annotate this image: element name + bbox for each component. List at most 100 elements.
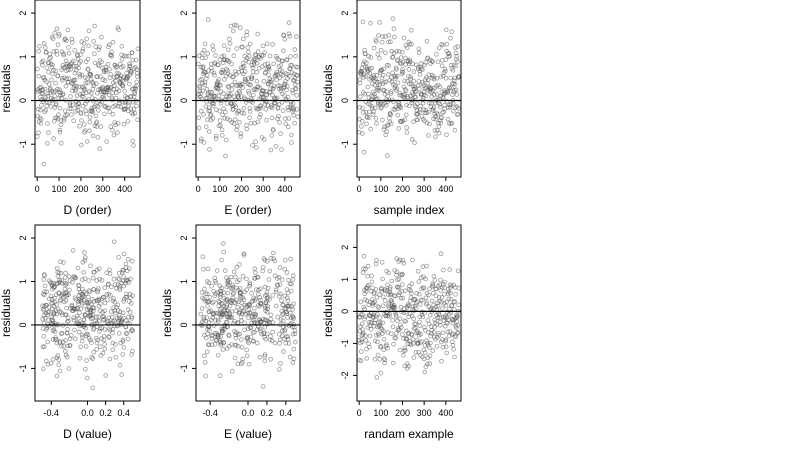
scatter-point bbox=[127, 81, 132, 87]
scatter-point bbox=[265, 295, 271, 300]
scatter-point bbox=[411, 78, 417, 84]
scatter-point bbox=[281, 349, 286, 354]
scatter-point bbox=[433, 304, 439, 310]
scatter-point bbox=[399, 282, 405, 287]
scatter-point bbox=[285, 334, 291, 339]
scatter-point bbox=[102, 341, 107, 347]
scatter-point bbox=[45, 94, 51, 99]
scatter-point bbox=[84, 36, 89, 42]
scatter-point bbox=[104, 139, 109, 144]
scatter-point bbox=[99, 296, 105, 302]
scatter-point bbox=[68, 306, 73, 311]
scatter-point bbox=[91, 305, 97, 311]
scatter-point bbox=[272, 340, 278, 346]
scatter-point bbox=[445, 89, 451, 95]
scatter-point bbox=[50, 36, 56, 41]
scatter-point bbox=[228, 274, 234, 280]
scatter-point bbox=[435, 59, 441, 65]
scatter-point bbox=[132, 66, 137, 71]
scatter-point bbox=[392, 335, 398, 340]
scatter-point bbox=[52, 93, 57, 99]
scatter-point bbox=[204, 315, 210, 320]
scatter-point bbox=[423, 276, 428, 282]
scatter-point bbox=[91, 81, 96, 86]
scatter-point bbox=[394, 86, 400, 91]
scatter-point bbox=[365, 284, 370, 289]
scatter-point bbox=[129, 50, 135, 55]
scatter-point bbox=[77, 310, 82, 316]
x-tick-label: 0 bbox=[357, 408, 362, 418]
scatter-point bbox=[89, 90, 94, 96]
scatter-point bbox=[119, 56, 125, 62]
scatter-point bbox=[217, 118, 223, 123]
scatter-point bbox=[404, 336, 410, 342]
scatter-point bbox=[203, 124, 209, 130]
y-tick-label: 2 bbox=[179, 236, 189, 241]
scatter-point bbox=[408, 93, 413, 98]
scatter-point bbox=[227, 94, 233, 99]
scatter-point bbox=[262, 354, 268, 359]
scatter-point bbox=[419, 66, 424, 72]
scatter-point bbox=[112, 318, 117, 324]
scatter-point bbox=[366, 91, 371, 97]
scatter-point bbox=[90, 275, 96, 281]
scatter-point bbox=[252, 58, 258, 63]
scatter-point bbox=[213, 136, 219, 141]
scatter-point bbox=[43, 95, 48, 100]
scatter-point bbox=[131, 106, 137, 112]
scatter-point bbox=[252, 266, 258, 272]
scatter-point bbox=[421, 285, 427, 291]
scatter-point bbox=[123, 294, 128, 300]
scatter-point bbox=[279, 298, 284, 303]
scatter-point bbox=[285, 94, 291, 100]
scatter-point bbox=[270, 42, 275, 47]
scatter-point bbox=[121, 315, 126, 321]
scatter-point bbox=[202, 286, 207, 292]
scatter-point bbox=[276, 274, 282, 280]
scatter-point bbox=[221, 43, 227, 49]
scatter-point bbox=[253, 139, 258, 145]
scatter-point bbox=[120, 337, 126, 343]
scatter-point bbox=[42, 292, 47, 298]
scatter-point bbox=[220, 69, 226, 75]
scatter-point bbox=[456, 302, 461, 308]
scatter-point bbox=[357, 94, 363, 99]
scatter-point bbox=[254, 145, 259, 150]
scatter-point bbox=[276, 114, 281, 119]
scatter-point bbox=[288, 132, 294, 138]
scatter-point bbox=[402, 345, 408, 351]
scatter-point bbox=[236, 69, 242, 75]
scatter-point bbox=[431, 92, 437, 97]
scatter-point bbox=[247, 283, 252, 289]
scatter-point bbox=[376, 305, 382, 310]
scatter-point bbox=[229, 368, 235, 374]
panel-d-value: -0.4 0.0 0.2 0.4 -1 0 1 2 D (value) residuals bbox=[0, 224, 141, 441]
scatter-point bbox=[135, 117, 140, 123]
scatter-point bbox=[42, 289, 47, 295]
scatter-point bbox=[382, 34, 388, 39]
scatter-point bbox=[393, 313, 399, 319]
scatter-point bbox=[45, 91, 50, 96]
scatter-point bbox=[59, 280, 64, 286]
scatter-point bbox=[249, 62, 255, 68]
scatter-point bbox=[81, 270, 86, 275]
scatter-point bbox=[79, 291, 84, 297]
scatter-point bbox=[446, 121, 452, 126]
scatter-point bbox=[83, 344, 89, 349]
scatter-point bbox=[116, 331, 122, 336]
scatter-point bbox=[365, 263, 371, 269]
scatter-point bbox=[229, 314, 235, 320]
scatter-point bbox=[220, 133, 225, 138]
scatter-point bbox=[284, 83, 290, 89]
scatter-point bbox=[363, 74, 369, 79]
scatter-point bbox=[372, 91, 377, 97]
scatter-point bbox=[406, 74, 411, 79]
scatter-point bbox=[450, 320, 456, 326]
scatter-point bbox=[288, 256, 293, 262]
scatter-point bbox=[253, 287, 259, 292]
scatter-point bbox=[47, 51, 52, 57]
scatter-point bbox=[210, 103, 216, 109]
scatter-point bbox=[117, 277, 122, 282]
scatter-point bbox=[39, 59, 45, 65]
y-tick-label: 0 bbox=[340, 98, 350, 103]
